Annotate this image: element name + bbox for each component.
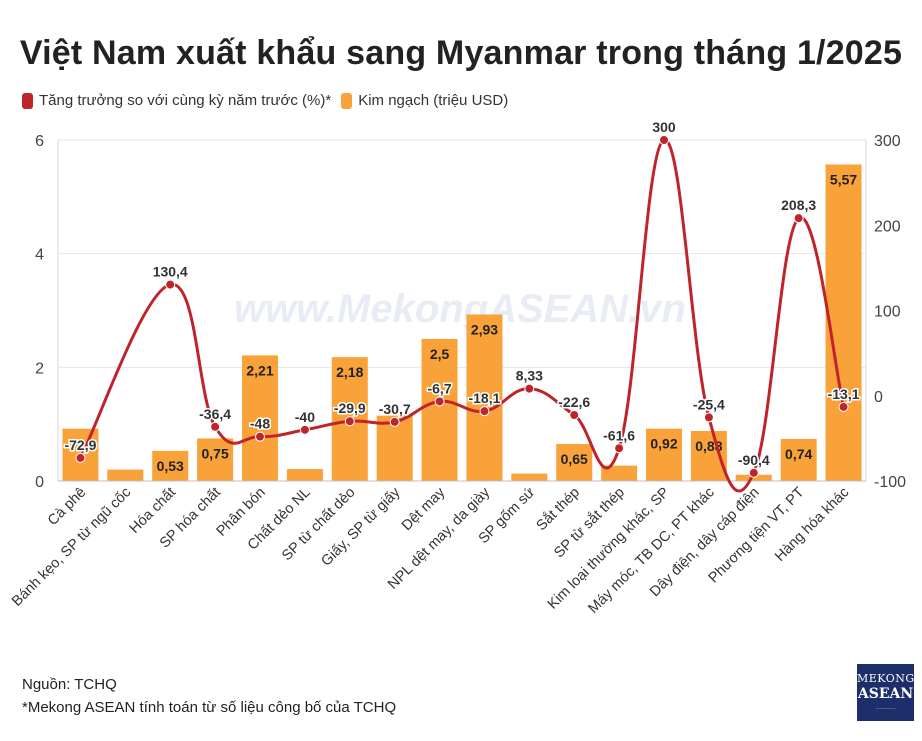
logo-line1: MEKONG <box>857 672 915 685</box>
y-left-tick-label: 0 <box>35 474 44 491</box>
bar <box>197 438 234 481</box>
bar-value-label: 0,75 <box>201 445 228 461</box>
growth-value-label: -6,7 <box>427 380 451 396</box>
bar <box>780 438 817 481</box>
growth-point <box>748 467 759 478</box>
growth-value-label: -48 <box>250 416 270 432</box>
bar <box>242 355 278 481</box>
y-left-tick-label: 6 <box>35 133 44 150</box>
bar-value-label: 0,65 <box>561 451 588 467</box>
growth-point <box>614 443 625 454</box>
growth-point <box>434 396 445 407</box>
growth-point <box>75 452 86 463</box>
growth-point <box>255 431 265 442</box>
bar-value-label: 5,57 <box>830 171 857 187</box>
bar <box>556 444 593 481</box>
growth-value-label: -22,6 <box>558 394 590 410</box>
bar <box>107 469 144 481</box>
growth-value-label: -72,9 <box>64 437 96 453</box>
legend-swatch-value <box>341 92 353 109</box>
growth-value-label: 130,4 <box>153 264 188 280</box>
growth-value-label: -40 <box>295 409 315 425</box>
watermark: www.MekongASEAN.vn <box>234 287 686 331</box>
growth-value-label: -30,7 <box>379 401 411 417</box>
growth-point <box>479 406 490 417</box>
y-right-tick-label: 100 <box>874 304 901 321</box>
y-left-tick-label: 2 <box>35 360 44 377</box>
y-right-tick-label: -100 <box>874 474 906 491</box>
mekong-asean-logo: MEKONG ASEAN ————— <box>857 664 914 721</box>
source-note: Nguồn: TCHQ <box>22 676 117 693</box>
bar <box>421 338 458 481</box>
footnote: *Mekong ASEAN tính toán từ số liệu công … <box>22 699 397 716</box>
bar <box>601 465 638 481</box>
growth-value-label: 300 <box>652 119 676 135</box>
x-tick-label: Giấy, SP từ giấy <box>318 484 404 570</box>
growth-value-label: -90,4 <box>738 452 770 468</box>
growth-point <box>524 383 535 394</box>
y-left-tick-label: 4 <box>35 247 44 264</box>
growth-point <box>299 424 310 435</box>
bar <box>646 428 682 481</box>
bar-value-label: 2,18 <box>336 364 363 380</box>
legend-item-growth: Tăng trưởng so với cùng kỳ năm trước (%)… <box>22 92 331 109</box>
growth-point <box>838 401 849 412</box>
bar <box>735 474 772 481</box>
bar-value-label: 0,92 <box>650 436 677 452</box>
growth-value-label: -29,9 <box>334 400 366 416</box>
bar-value-label: 0,53 <box>157 458 184 474</box>
growth-point <box>344 416 355 427</box>
bar <box>466 314 503 481</box>
y-right-tick-label: 300 <box>874 133 901 150</box>
growth-point <box>210 421 221 432</box>
chart-title: Việt Nam xuất khẩu sang Myanmar trong th… <box>19 34 903 72</box>
bar <box>825 164 862 481</box>
y-right-tick-label: 0 <box>874 389 883 406</box>
growth-point <box>165 279 176 290</box>
bar <box>511 473 548 481</box>
bar <box>152 450 189 481</box>
bar <box>286 469 323 481</box>
growth-value-label: -61,6 <box>603 427 635 443</box>
legend-label-growth: Tăng trưởng so với cùng kỳ năm trước (%)… <box>39 92 332 109</box>
growth-point <box>793 213 804 224</box>
growth-point <box>703 412 714 423</box>
logo-line2: ASEAN <box>857 686 914 702</box>
legend-item-value: Kim ngạch (triệu USD) <box>341 92 508 109</box>
growth-value-label: -18,1 <box>468 390 500 406</box>
growth-value-label: 8,33 <box>516 368 543 384</box>
growth-value-label: -13,1 <box>828 386 860 402</box>
bar-value-label: 2,5 <box>430 346 450 362</box>
growth-value-label: -36,4 <box>199 406 231 422</box>
legend-label-value: Kim ngạch (triệu USD) <box>358 92 509 109</box>
bar-value-label: 2,93 <box>471 321 498 337</box>
x-tick-label: Cà phê <box>45 485 89 529</box>
growth-value-label: 208,3 <box>781 197 816 213</box>
bar-value-label: 0,74 <box>785 446 812 462</box>
growth-point <box>659 135 669 145</box>
growth-point <box>389 416 400 427</box>
growth-value-label: -25,4 <box>693 396 725 412</box>
logo-tagline: ————— <box>875 705 896 710</box>
y-right-tick-label: 200 <box>874 218 901 235</box>
bar-value-label: 2,21 <box>246 362 273 378</box>
legend-swatch-growth <box>22 92 33 109</box>
growth-point <box>569 410 580 421</box>
legend: Tăng trưởng so với cùng kỳ năm trước (%)… <box>22 92 518 109</box>
